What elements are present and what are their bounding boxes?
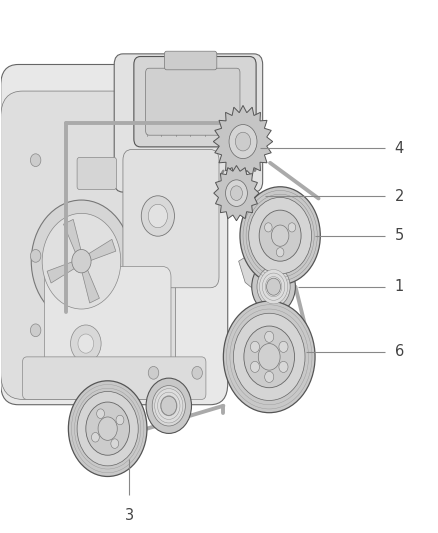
Text: 4: 4 <box>395 141 404 156</box>
Text: 5: 5 <box>395 228 404 243</box>
Text: 3: 3 <box>125 508 134 523</box>
Circle shape <box>192 367 202 379</box>
Polygon shape <box>81 239 116 264</box>
Circle shape <box>155 389 183 423</box>
FancyBboxPatch shape <box>44 266 171 383</box>
Circle shape <box>244 326 294 387</box>
Circle shape <box>72 249 91 273</box>
Circle shape <box>267 278 281 295</box>
Polygon shape <box>47 259 82 283</box>
Circle shape <box>98 417 117 440</box>
FancyBboxPatch shape <box>77 158 117 189</box>
Circle shape <box>265 332 274 342</box>
Circle shape <box>279 361 288 373</box>
Circle shape <box>148 204 167 228</box>
Text: 6: 6 <box>395 344 404 359</box>
Text: 2: 2 <box>395 189 404 204</box>
Circle shape <box>78 334 94 353</box>
Circle shape <box>240 187 320 285</box>
Circle shape <box>148 367 159 379</box>
Circle shape <box>257 266 290 307</box>
Circle shape <box>97 409 105 418</box>
Circle shape <box>265 277 282 297</box>
Circle shape <box>160 395 177 416</box>
Circle shape <box>161 396 177 415</box>
Circle shape <box>233 313 305 400</box>
Polygon shape <box>214 165 259 221</box>
Circle shape <box>229 125 257 159</box>
Polygon shape <box>213 106 273 177</box>
Circle shape <box>111 439 119 448</box>
Circle shape <box>279 341 288 352</box>
Circle shape <box>92 432 99 442</box>
Circle shape <box>259 210 301 261</box>
Circle shape <box>141 196 174 236</box>
Circle shape <box>288 223 296 232</box>
Circle shape <box>42 213 121 309</box>
Circle shape <box>235 132 251 151</box>
Circle shape <box>272 225 289 246</box>
Circle shape <box>31 200 132 322</box>
Polygon shape <box>79 260 99 303</box>
Circle shape <box>230 186 243 200</box>
FancyBboxPatch shape <box>1 91 175 399</box>
Circle shape <box>262 273 285 300</box>
Polygon shape <box>64 220 84 262</box>
Circle shape <box>86 402 130 455</box>
Circle shape <box>265 372 274 383</box>
Circle shape <box>71 325 101 362</box>
Circle shape <box>252 260 295 313</box>
Circle shape <box>30 154 41 166</box>
Circle shape <box>259 270 288 304</box>
Text: 1: 1 <box>395 279 404 294</box>
FancyBboxPatch shape <box>114 54 263 192</box>
FancyBboxPatch shape <box>1 64 228 405</box>
Circle shape <box>258 344 280 370</box>
FancyBboxPatch shape <box>146 68 240 135</box>
Circle shape <box>152 385 185 426</box>
Circle shape <box>30 249 41 262</box>
Circle shape <box>116 415 124 425</box>
Circle shape <box>223 301 315 413</box>
Circle shape <box>276 248 284 257</box>
Circle shape <box>77 391 138 466</box>
FancyBboxPatch shape <box>123 150 219 288</box>
Circle shape <box>249 197 311 274</box>
Circle shape <box>251 341 259 352</box>
Circle shape <box>158 392 180 419</box>
Circle shape <box>226 180 247 206</box>
FancyBboxPatch shape <box>22 357 206 399</box>
Circle shape <box>68 381 147 477</box>
Circle shape <box>265 223 272 232</box>
Polygon shape <box>239 256 265 293</box>
Circle shape <box>251 361 259 373</box>
Circle shape <box>146 378 191 433</box>
FancyBboxPatch shape <box>164 51 217 70</box>
Circle shape <box>30 324 41 337</box>
FancyBboxPatch shape <box>134 56 256 147</box>
